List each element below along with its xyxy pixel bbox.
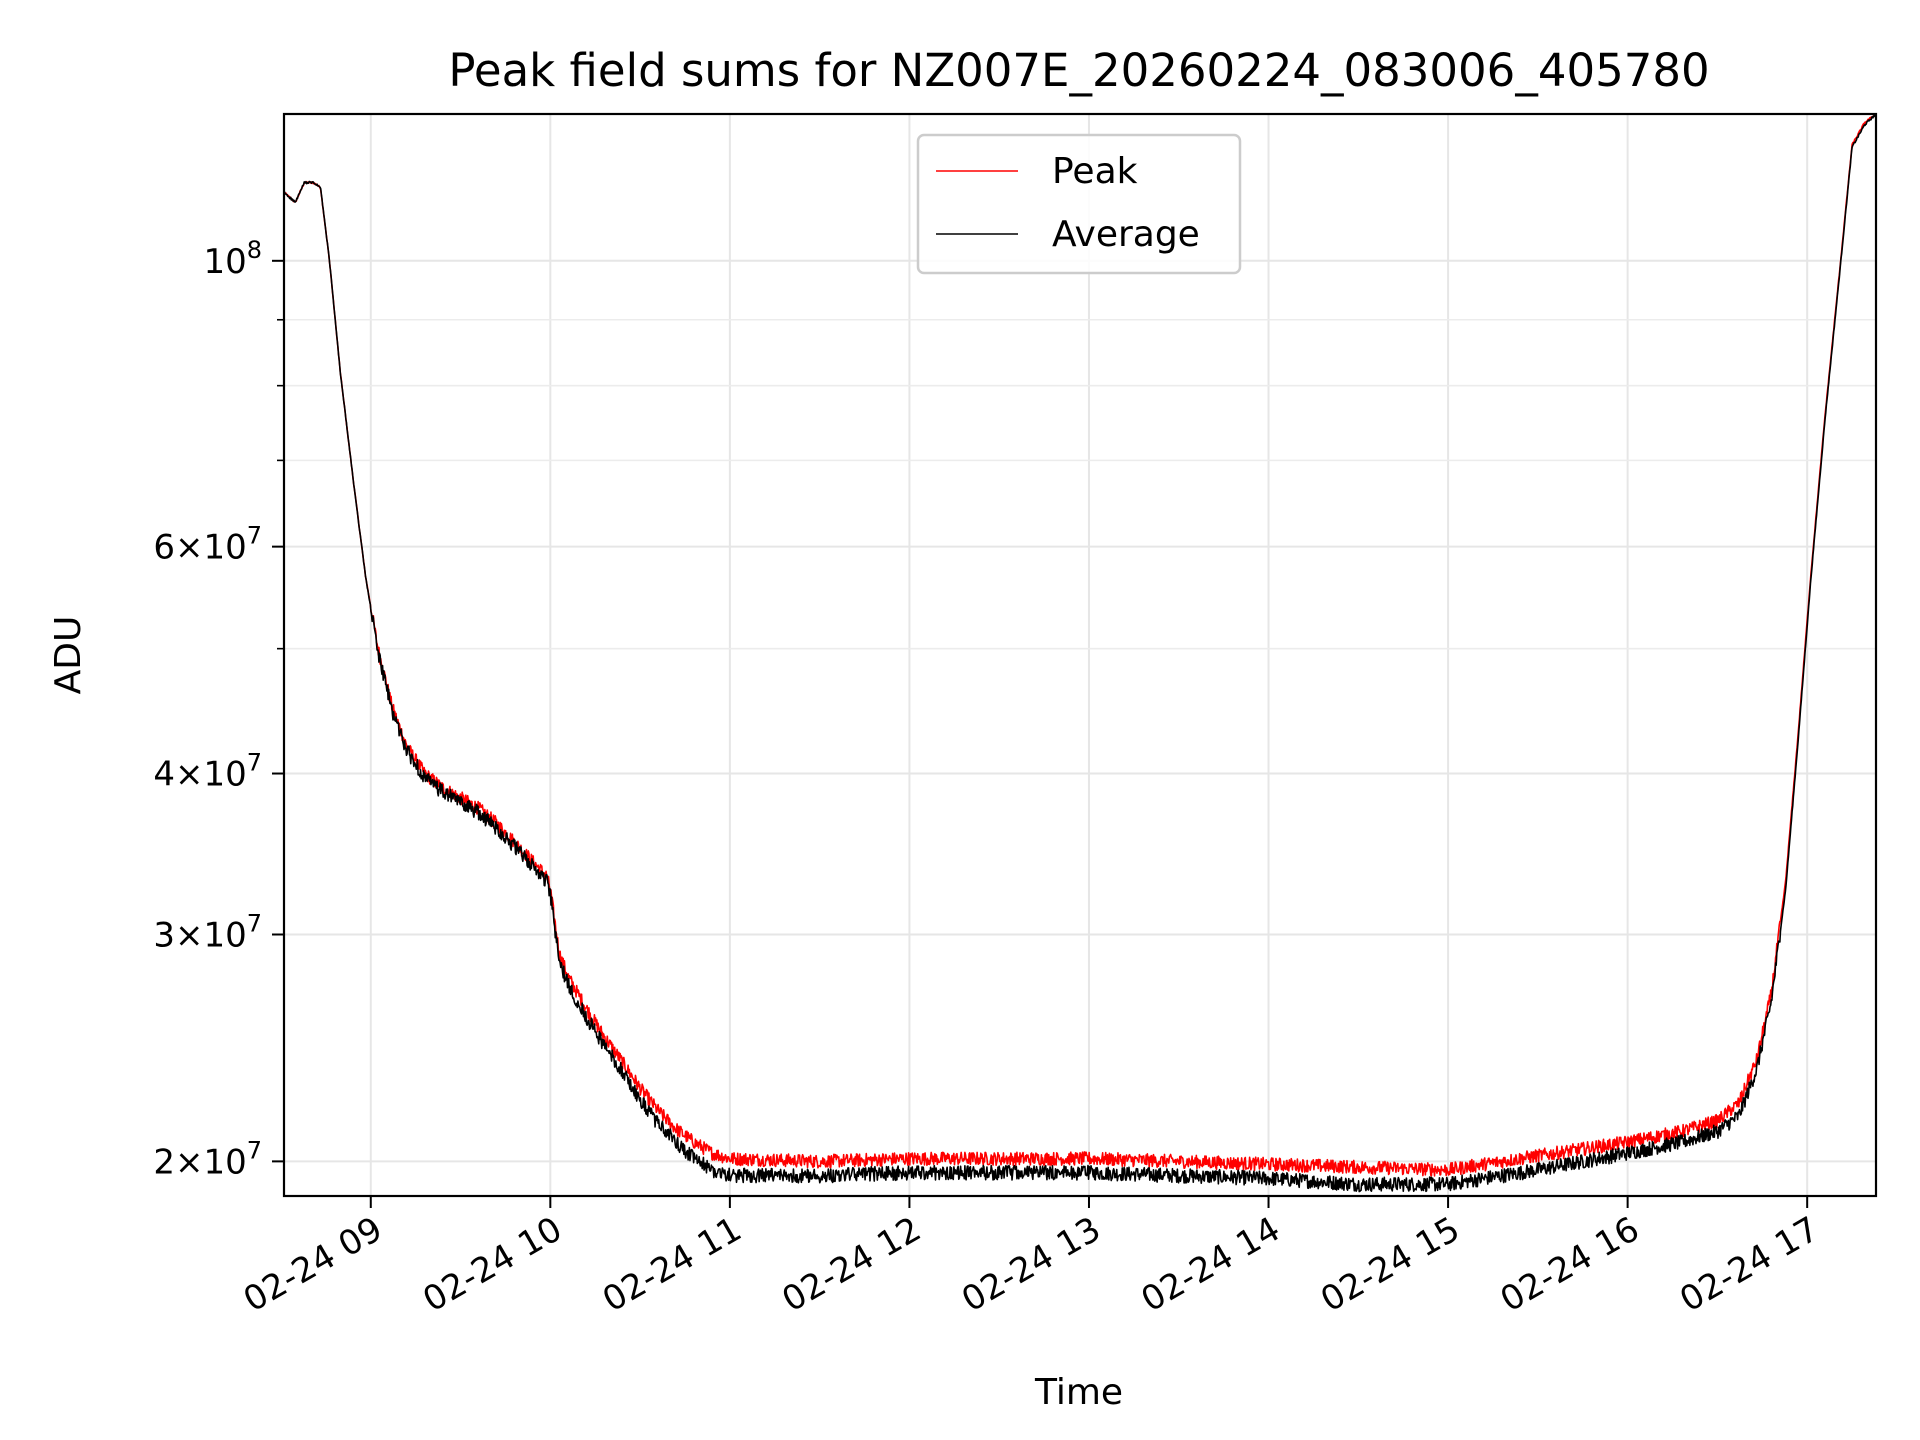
y-tick-label: 6×107 (153, 522, 262, 568)
legend: Peak Average (916, 133, 1242, 275)
series-layer (284, 114, 1876, 1193)
legend-label-average: Average (1052, 214, 1200, 255)
legend-label-peak: Peak (1052, 151, 1138, 192)
y-axis: 2×107 3×107 4×107 6×107 108 (153, 236, 284, 1182)
plot-area (284, 114, 1876, 1196)
series-line-average (284, 114, 1876, 1193)
y-tick-label: 4×107 (153, 749, 262, 795)
y-tick-label: 108 (203, 236, 262, 282)
y-axis-title: ADU (48, 616, 89, 695)
y-tick-label: 2×107 (153, 1136, 262, 1182)
chart-title: Peak field sums for NZ007E_20260224_0830… (448, 44, 1709, 97)
x-axis-title: Time (1034, 1372, 1123, 1413)
y-tick-label: 3×107 (153, 909, 262, 955)
plot-frame (282, 112, 1878, 1198)
legend-box (916, 133, 1242, 275)
